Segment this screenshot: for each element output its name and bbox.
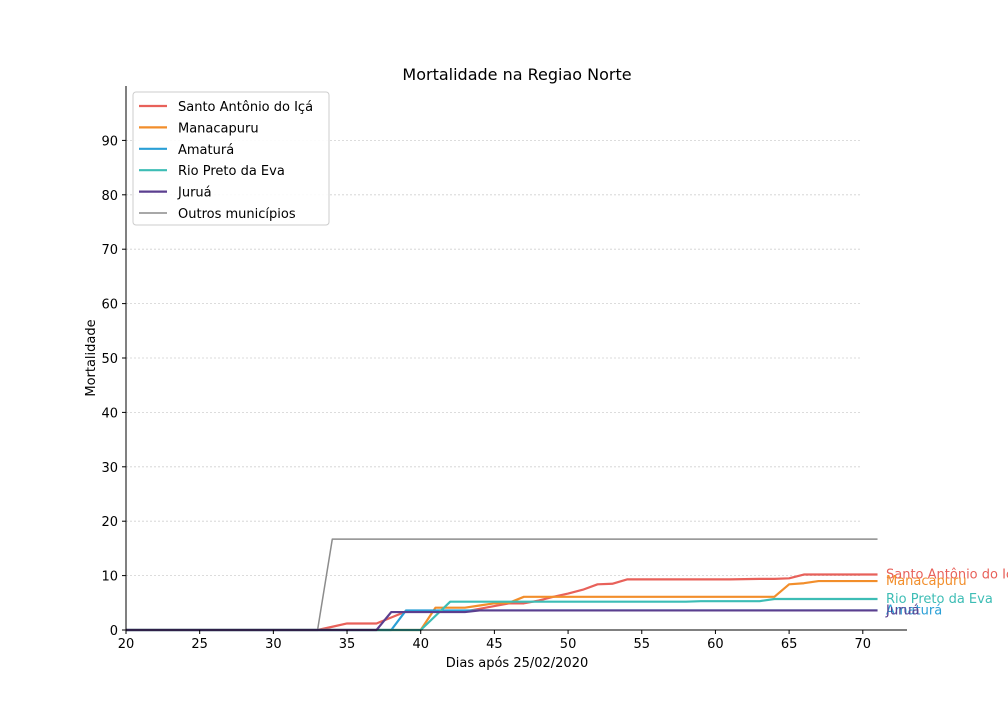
legend-label: Rio Preto da Eva: [178, 164, 285, 179]
y-axis-ticks: 0 10 20 30 40 50 60 70 80 90: [101, 134, 126, 639]
series-line: [126, 579, 878, 632]
series-line: [126, 609, 878, 632]
plot-area: [126, 538, 878, 632]
y-tick-label: 10: [101, 570, 118, 585]
x-tick-label: 25: [191, 637, 208, 652]
x-tick-label: 45: [486, 637, 503, 652]
series-line: [126, 597, 878, 632]
x-tick-label: 35: [339, 637, 356, 652]
x-tick-label: 20: [118, 637, 135, 652]
y-tick-label: 20: [101, 515, 118, 530]
series-line: [126, 609, 878, 632]
series-end-label: Juruá: [885, 603, 920, 618]
x-tick-label: 65: [781, 637, 798, 652]
x-tick-label: 60: [707, 637, 724, 652]
legend-label: Amaturá: [178, 143, 234, 158]
series-end-label: Santo Antônio do Içá: [886, 568, 1008, 583]
y-axis-title: Mortalidade: [84, 319, 99, 396]
x-tick-label: 50: [560, 637, 577, 652]
y-tick-label: 60: [101, 298, 118, 313]
x-tick-label: 30: [265, 637, 282, 652]
legend: Santo Antônio do Içá Manacapuru Amaturá Rio…: [132, 91, 330, 226]
series-end-label: Amaturá: [886, 603, 942, 618]
y-tick-label: 30: [101, 461, 118, 476]
series-end-label: Rio Preto da Eva: [886, 592, 993, 607]
y-tick-label: 0: [110, 624, 118, 639]
legend-label: Juruá: [177, 186, 212, 201]
grid-lines: [126, 139, 862, 576]
legend-label: Outros municípios: [178, 207, 296, 222]
series-line: [126, 538, 878, 631]
y-tick-label: 40: [101, 406, 118, 421]
series-end-label: Manacapuru: [886, 574, 967, 589]
y-tick-label: 90: [101, 134, 118, 149]
x-axis-title: Dias após 25/02/2020: [446, 656, 589, 671]
legend-frame: [132, 91, 330, 226]
y-tick-label: 80: [101, 189, 118, 204]
legend-label: Manacapuru: [178, 121, 259, 136]
y-tick-label: 70: [101, 243, 118, 258]
y-tick-label: 50: [101, 352, 118, 367]
x-axis-ticks: 20 25 30 35 40 45 50 55 60 65 70: [118, 630, 871, 652]
legend-label: Santo Antônio do Içá: [178, 100, 313, 115]
x-tick-label: 55: [633, 637, 650, 652]
x-tick-label: 40: [412, 637, 429, 652]
x-tick-label: 70: [855, 637, 872, 652]
series-line: [126, 573, 878, 632]
chart-title: Mortalidade na Regiao Norte: [402, 65, 631, 84]
